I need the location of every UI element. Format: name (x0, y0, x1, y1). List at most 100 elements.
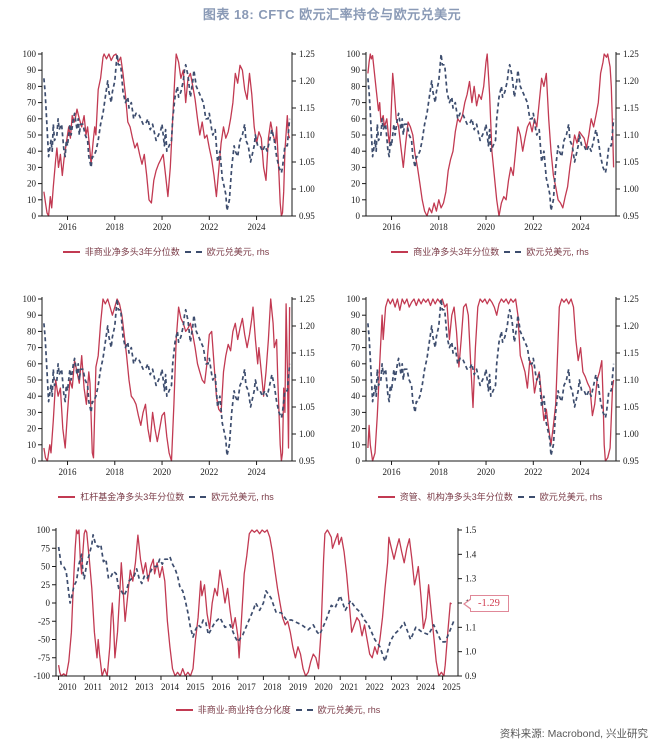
svg-text:1.20: 1.20 (623, 321, 639, 331)
svg-text:2024: 2024 (572, 467, 591, 477)
svg-text:2018: 2018 (106, 467, 125, 477)
svg-text:2013: 2013 (135, 682, 154, 692)
legend-label-fx: 欧元兑美元, rhs (317, 705, 381, 715)
svg-text:0: 0 (46, 598, 51, 608)
svg-text:1.4: 1.4 (465, 549, 477, 559)
chart-leveraged-funds: 0 10 20 30 40 50 60 70 80 90 100 0.95 1.00 1.05 1.10 1.… (23, 294, 316, 477)
svg-text:2020: 2020 (477, 467, 496, 477)
legend-label-red: 商业净多头3年分位数 (413, 247, 500, 257)
svg-text:80: 80 (27, 81, 37, 91)
svg-text:40: 40 (27, 391, 37, 401)
svg-text:1.20: 1.20 (299, 321, 315, 331)
svg-text:2011: 2011 (84, 682, 102, 692)
chart-panel-leveraged-funds: 0 10 20 30 40 50 60 70 80 90 100 0.95 1.00 1.05 1.10 1.… (6, 291, 326, 502)
svg-text:50: 50 (41, 562, 51, 572)
svg-text:50: 50 (351, 130, 361, 140)
svg-text:2024: 2024 (572, 222, 591, 232)
svg-text:2018: 2018 (106, 222, 125, 232)
svg-text:-100: -100 (34, 671, 51, 681)
red-line-swatch (377, 496, 395, 498)
svg-text:2020: 2020 (315, 682, 334, 692)
svg-text:2010: 2010 (59, 682, 78, 692)
svg-text:0: 0 (32, 456, 37, 466)
dashed-line-swatch (295, 709, 313, 711)
svg-text:2016: 2016 (383, 467, 402, 477)
dashed-line-swatch (189, 496, 207, 498)
svg-text:1.10: 1.10 (623, 130, 639, 140)
svg-text:1.25: 1.25 (623, 294, 639, 304)
svg-text:0.9: 0.9 (465, 671, 477, 681)
svg-text:2019: 2019 (289, 682, 308, 692)
svg-text:60: 60 (351, 114, 361, 124)
chart-commercial: 0 10 20 30 40 50 60 70 80 90 100 0.95 1.00 1.05 1.10 1.… (347, 49, 640, 232)
latest-value-callout: -1.29 (463, 595, 509, 612)
svg-text:2018: 2018 (430, 222, 449, 232)
svg-text:2015: 2015 (187, 682, 206, 692)
svg-text:1.20: 1.20 (623, 76, 639, 86)
svg-text:1.00: 1.00 (623, 184, 639, 194)
svg-text:100: 100 (347, 294, 361, 304)
svg-text:1.0: 1.0 (465, 647, 477, 657)
legend-label-red: 非商业-商业持仓分化度 (197, 705, 291, 715)
svg-text:2016: 2016 (383, 222, 402, 232)
chart-legend: 非商业净多头3年分位数 欧元兑美元, rhs (6, 247, 326, 257)
source-note: 资料来源: Macrobond, 兴业研究 (499, 728, 648, 740)
svg-text:20: 20 (351, 179, 361, 189)
svg-text:1.05: 1.05 (623, 157, 639, 167)
svg-text:1.10: 1.10 (299, 375, 315, 385)
svg-text:1.05: 1.05 (299, 157, 315, 167)
svg-text:1.00: 1.00 (299, 429, 315, 439)
svg-text:1.00: 1.00 (299, 184, 315, 194)
svg-text:1.25: 1.25 (299, 49, 315, 59)
chart-legend: 商业净多头3年分位数 欧元兑美元, rhs (330, 247, 650, 257)
svg-text:2022: 2022 (524, 467, 542, 477)
svg-text:1.3: 1.3 (465, 574, 477, 584)
legend-label-red: 杠杆基金净多头3年分位数 (80, 492, 185, 502)
red-line-swatch (175, 709, 193, 711)
svg-text:1.15: 1.15 (299, 103, 315, 113)
svg-text:40: 40 (27, 146, 37, 156)
svg-text:1.20: 1.20 (299, 76, 315, 86)
svg-text:1.15: 1.15 (299, 348, 315, 358)
svg-text:30: 30 (351, 407, 361, 417)
legend-label-fx: 欧元兑美元, rhs (211, 492, 274, 502)
svg-text:1.1: 1.1 (465, 622, 476, 632)
svg-text:10: 10 (27, 195, 37, 205)
legend-label-fx: 欧元兑美元, rhs (206, 247, 270, 257)
svg-text:2022: 2022 (200, 467, 218, 477)
svg-text:10: 10 (27, 440, 37, 450)
figure-title: 图表 18: CFTC 欧元汇率持仓与欧元兑美元 (202, 7, 462, 22)
red-line-swatch (391, 251, 409, 253)
svg-text:1.05: 1.05 (299, 402, 315, 412)
chart-noncommercial: 0 10 20 30 40 50 60 70 80 90 100 0.95 1.00 1.05 1.10 1.… (23, 49, 316, 232)
svg-text:2020: 2020 (153, 222, 172, 232)
svg-text:0: 0 (356, 456, 361, 466)
svg-text:75: 75 (41, 543, 51, 553)
svg-text:1.5: 1.5 (465, 525, 477, 535)
chart-panel-noncommercial: 0 10 20 30 40 50 60 70 80 90 100 0.95 1.00 1.05 1.10 1.… (6, 46, 326, 257)
svg-text:90: 90 (351, 65, 361, 75)
chart-panel-noncomm-minus-comm: -100-75-50-2502550751000.91.01.11.21.31.… (18, 524, 538, 715)
svg-text:30: 30 (27, 407, 37, 417)
chart-noncomm-minus-comm: -100-75-50-2502550751000.91.01.11.21.31.… (34, 525, 477, 692)
svg-text:25: 25 (41, 580, 51, 590)
svg-text:2014: 2014 (161, 682, 180, 692)
chart-panel-asset-managers: 0 10 20 30 40 50 60 70 80 90 100 0.95 1.00 1.05 1.10 1.… (330, 291, 650, 502)
svg-text:10: 10 (351, 440, 361, 450)
svg-text:2023: 2023 (391, 682, 410, 692)
dashed-line-swatch (184, 251, 202, 253)
svg-text:50: 50 (351, 375, 361, 385)
svg-text:90: 90 (27, 310, 37, 320)
svg-text:1.25: 1.25 (299, 294, 315, 304)
svg-text:20: 20 (351, 424, 361, 434)
svg-text:2024: 2024 (248, 222, 267, 232)
svg-text:70: 70 (351, 343, 361, 353)
svg-text:1.10: 1.10 (623, 375, 639, 385)
legend-label-red: 资管、机构净多头3年分位数 (399, 492, 513, 502)
svg-text:1.05: 1.05 (623, 402, 639, 412)
svg-text:1.00: 1.00 (623, 429, 639, 439)
svg-text:90: 90 (27, 65, 37, 75)
svg-text:40: 40 (351, 146, 361, 156)
svg-text:0: 0 (356, 211, 361, 221)
